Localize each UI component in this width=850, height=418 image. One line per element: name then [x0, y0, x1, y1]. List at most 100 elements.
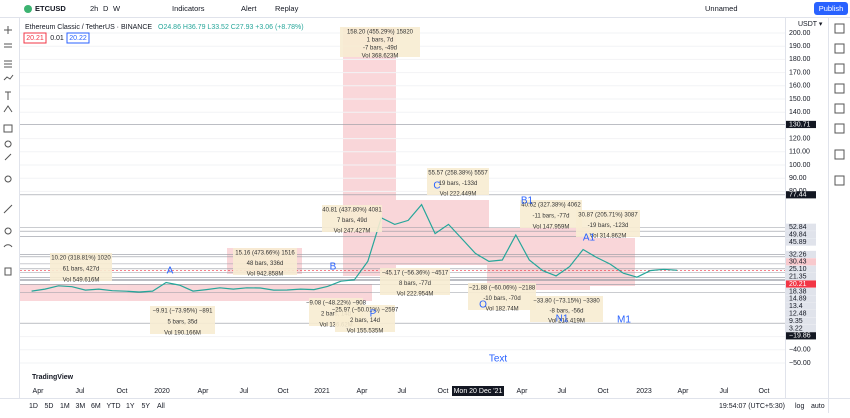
price-badge	[786, 287, 816, 296]
measure-text: Vol 247.427M	[334, 229, 371, 235]
measure-text: Vol 314.862M	[590, 234, 627, 240]
time-label: Mon 20 Dec '21	[454, 388, 503, 395]
time-label: Oct	[598, 388, 609, 395]
legend-title: Ethereum Classic / TetherUS · BINANCE	[25, 24, 152, 31]
measure-text: 40.81 (437.80%) 4081	[322, 208, 382, 214]
time-label: 2020	[154, 388, 170, 395]
range-button[interactable]: YTD	[107, 403, 121, 410]
measure-box	[530, 296, 603, 322]
range-button[interactable]: 5Y	[142, 403, 151, 410]
measure-text: −9.91 (−73.95%) −891	[153, 309, 214, 315]
measure-box	[380, 268, 450, 295]
time-label: Apr	[357, 388, 369, 395]
time-label: Jul	[76, 388, 85, 395]
currency-label[interactable]: USDT ▾	[798, 21, 823, 28]
price-badge-label: 30.43	[789, 259, 807, 266]
watermark: TradingView	[32, 374, 74, 381]
time-label: Jul	[398, 388, 407, 395]
price-tick-label: 180.00	[789, 56, 811, 63]
measure-text: Vol 182.74M	[485, 307, 518, 313]
price-badge	[786, 231, 816, 239]
publish-label: Publish	[819, 4, 844, 13]
measure-text: 158.20 (455.29%) 15820	[347, 30, 414, 36]
time-label: Apr	[33, 388, 45, 395]
price-badge-label: 32.26	[789, 251, 807, 258]
price-badge	[786, 238, 816, 246]
price-tick-label: 150.00	[789, 96, 811, 103]
price-badge-label: 20.21	[789, 281, 807, 288]
price-badge	[786, 250, 816, 259]
right-panel-icons[interactable]	[834, 23, 845, 186]
price-badge-label: 130.71	[789, 121, 811, 128]
price-tick-label: 200.00	[789, 30, 811, 37]
alert-button[interactable]: Alert	[241, 4, 257, 13]
measure-text: Vol 147.959M	[533, 225, 570, 231]
buy-box[interactable]	[66, 32, 90, 44]
measure-text: 40.62 (327.38%) 4062	[521, 203, 581, 209]
time-label: Apr	[517, 388, 529, 395]
price-badge	[786, 258, 816, 266]
log-toggle[interactable]: log	[795, 403, 804, 410]
measure-text: Vol 942.858M	[247, 272, 284, 278]
wave-label: C	[433, 181, 440, 192]
price-badge	[786, 280, 816, 288]
time-label: Jul	[240, 388, 249, 395]
wave-label: P	[370, 309, 377, 320]
sell-box[interactable]	[23, 32, 47, 44]
price-badge	[786, 223, 816, 231]
measure-box	[340, 27, 420, 57]
time-label: Oct	[438, 388, 449, 395]
interval[interactable]: W	[113, 4, 121, 13]
price-badge-label: 25.10	[789, 266, 807, 273]
time-label: Apr	[678, 388, 690, 395]
price-badge-label: 13.4	[789, 303, 803, 310]
measure-text: 5 bars, 35d	[167, 320, 197, 326]
measure-text: Vol 155.535M	[347, 329, 384, 335]
measure-text: 8 bars, -77d	[399, 281, 431, 287]
time-label: Oct	[759, 388, 770, 395]
measure-text: 15.16 (473.66%) 1516	[235, 251, 295, 257]
layout-name[interactable]: Unnamed	[705, 4, 738, 13]
publish-button[interactable]	[814, 2, 848, 15]
measure-box	[335, 305, 395, 332]
price-badge-label: −19.86	[789, 333, 811, 340]
measure-text: −21.88 (−60.06%) −2188	[469, 286, 536, 292]
measure-text: Vol 216.419M	[548, 319, 585, 325]
measure-text: 30.87 (205.71%) 3087	[578, 213, 638, 219]
measure-text: -8 bars, -56d	[549, 309, 583, 315]
measure-text: 48 bars, 336d	[247, 261, 284, 267]
measure-text: Vol 368.623M	[362, 54, 399, 60]
price-badge-label: 77.44	[789, 192, 807, 199]
replay-button[interactable]: Replay	[275, 4, 299, 13]
drawing-tools[interactable]	[3, 26, 14, 276]
measure-box	[50, 253, 112, 281]
auto-toggle[interactable]: auto	[811, 403, 825, 410]
range-button[interactable]: 3M	[76, 403, 86, 410]
price-tick-label: 90.00	[789, 175, 807, 182]
measure-text: -19 bars, -123d	[588, 223, 629, 229]
range-button[interactable]: 1Y	[126, 403, 135, 410]
indicators-button[interactable]: Indicators	[172, 4, 205, 13]
price-tick-label: 100.00	[789, 162, 811, 169]
range-button[interactable]: 6M	[91, 403, 101, 410]
time-label: 2021	[314, 388, 330, 395]
range-button[interactable]: 5D	[45, 403, 54, 410]
price-badge	[786, 265, 816, 273]
symbol[interactable]: ETCUSD	[35, 4, 66, 13]
price-badge-label: 12.48	[789, 310, 807, 317]
clock: 19:54:07 (UTC+5:30)	[719, 403, 785, 410]
measure-text: -7 bars, -49d	[363, 46, 397, 52]
measure-text: 2 bars, 14d	[350, 318, 380, 324]
wave-label: B	[330, 262, 337, 273]
price-tick-label: 160.00	[789, 83, 811, 90]
price-tick-label: −50.00	[789, 360, 811, 367]
price-tick-label: 110.00	[789, 149, 810, 156]
price-badge-label: 9.35	[789, 318, 803, 325]
interval[interactable]: 2h	[90, 4, 98, 13]
range-button[interactable]: 1D	[29, 403, 38, 410]
range-button[interactable]: All	[157, 403, 165, 410]
interval[interactable]: D	[103, 4, 109, 13]
range-button[interactable]: 1M	[60, 403, 70, 410]
measure-text: Vol 222.954M	[397, 292, 434, 298]
ask: 20.22	[69, 35, 87, 42]
